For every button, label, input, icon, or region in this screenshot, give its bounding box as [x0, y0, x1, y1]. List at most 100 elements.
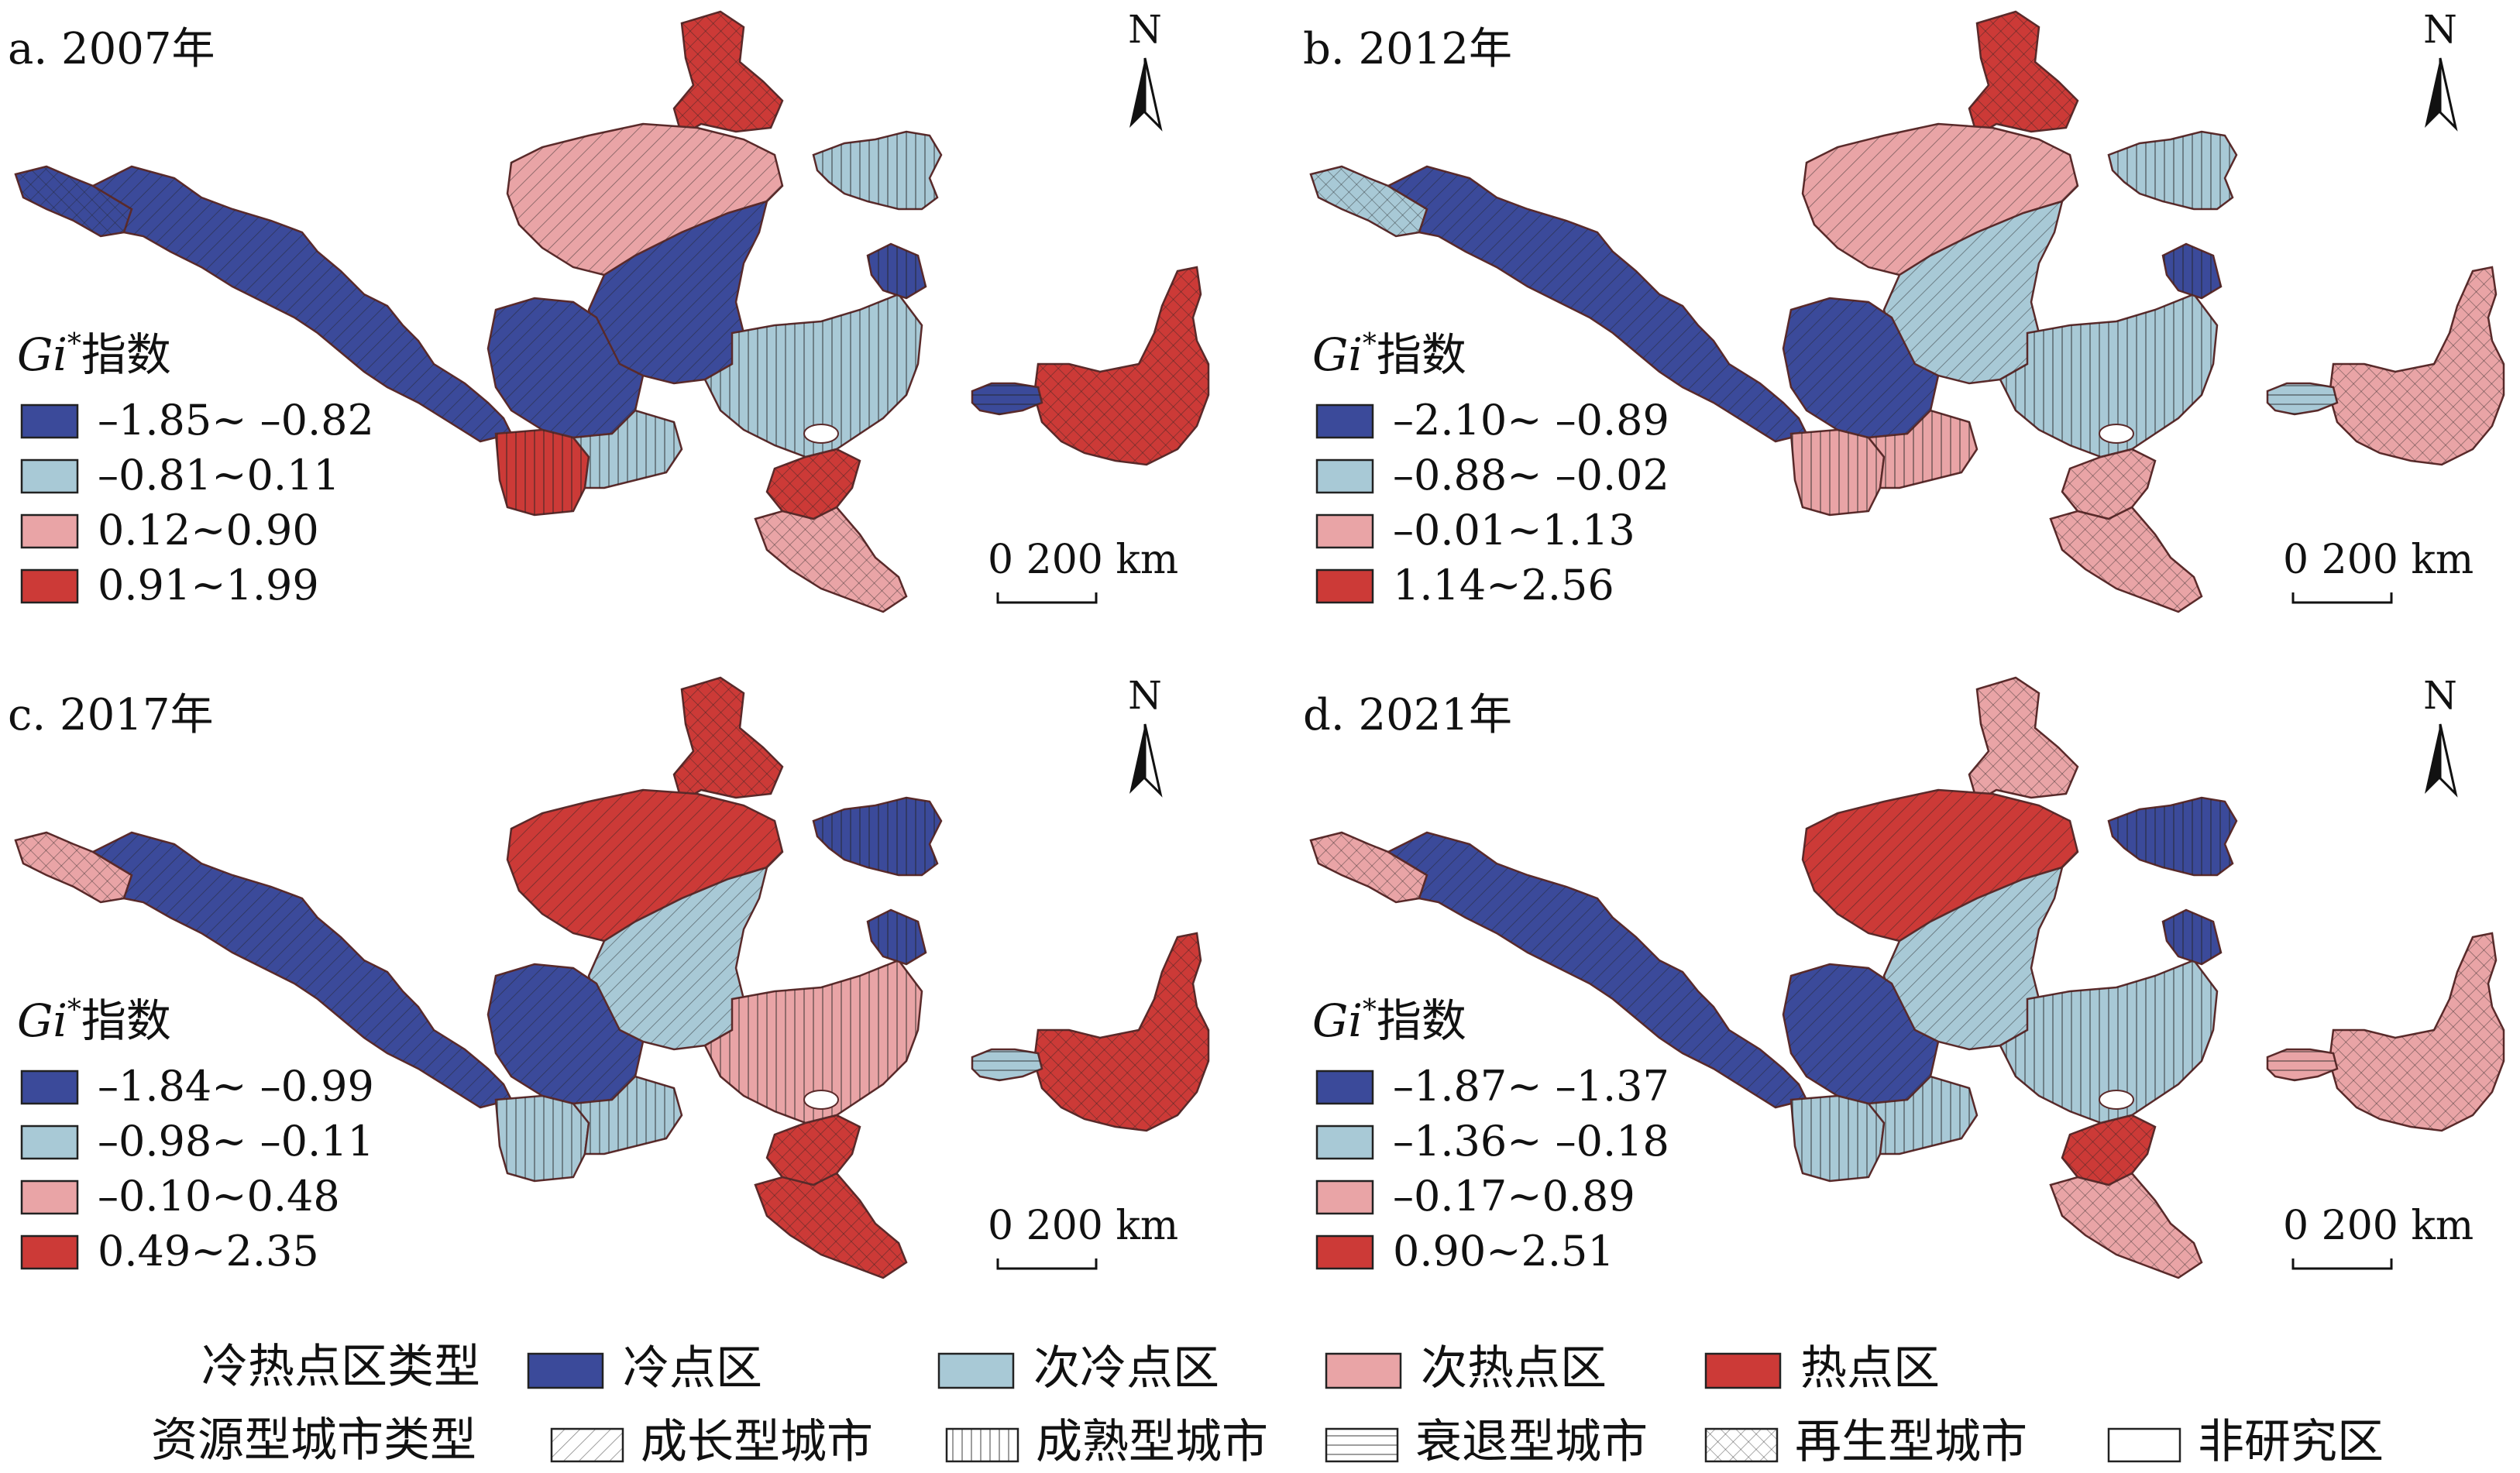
- region-pattern-east-top: [868, 244, 926, 298]
- region-pattern-south-tail: [755, 1173, 906, 1278]
- gi-legend-title: Gi*指数: [17, 994, 171, 1047]
- legend-swatch-cold: [20, 1070, 79, 1105]
- legend-label-cold: 冷点区: [623, 1341, 762, 1396]
- scale-bar: 0 200 km: [988, 1203, 1178, 1270]
- region-pattern-south-tail: [755, 507, 906, 612]
- region-pattern-north-plateau: [1803, 124, 2078, 275]
- region-pattern-far-east: [2329, 933, 2504, 1131]
- legend-pattern-mature: [945, 1427, 1019, 1463]
- legend-range-label: –1.36~ –0.18: [1393, 1117, 1669, 1166]
- gi-legend-title: Gi*指数: [17, 328, 171, 381]
- legend-label-hot: 热点区: [1800, 1341, 1940, 1396]
- legend-row1-title: 冷热点区类型: [201, 1340, 480, 1394]
- panel-title: d. 2021年: [1303, 690, 1512, 740]
- region-pattern-east-block: [2000, 960, 2217, 1123]
- region-pattern-south-hot: [767, 449, 860, 519]
- legend-swatch-subcold: [1315, 1124, 1374, 1160]
- north-label: N: [2423, 7, 2457, 52]
- north-arrow-icon-half: [1143, 723, 1163, 798]
- legend-swatch-subhot: [1315, 1179, 1374, 1215]
- legend-swatch-subhot: [1325, 1352, 1402, 1389]
- scale-label: 0 200 km: [2283, 1203, 2474, 1249]
- non-study-area: [2099, 424, 2134, 444]
- north-arrow-icon: [2425, 58, 2440, 128]
- legend-swatch-subcold: [937, 1352, 1015, 1389]
- legend-swatch-cold: [527, 1352, 604, 1389]
- region-pattern-north-spire: [674, 678, 782, 802]
- gi-legend: Gi*指数 –1.87~ –1.37 –1.36~ –0.18 –0.17~0.89 0…: [1312, 994, 1669, 1276]
- region-pattern-south-tail: [2051, 1173, 2202, 1278]
- map-panel-2017: c. 2017年 N Gi*指数 –1.84~ –0.99 –0.98~ –0.11 –0…: [8, 673, 1210, 1279]
- region-pattern-middle-south: [1869, 410, 1977, 488]
- region-pattern-far-east-west: [972, 383, 1042, 414]
- legend-range-label: 0.12~0.90: [98, 506, 319, 555]
- map-regions: [14, 676, 1210, 1279]
- legend-range-label: 0.91~1.99: [98, 561, 319, 609]
- legend-label-mature: 成熟型城市: [1036, 1415, 1268, 1469]
- legend-range-label: –0.01~1.13: [1393, 506, 1635, 555]
- map-panel-2012: b. 2012年 N Gi*指数 –2.10~ –0.89 –0.88~ –0.02 –0…: [1303, 7, 2505, 613]
- legend-swatch-subhot: [20, 1179, 79, 1215]
- legend-range-label: –0.81~0.11: [98, 451, 340, 500]
- region-pattern-south-hot: [2062, 1115, 2155, 1185]
- legend-pattern-regenerative: [1704, 1427, 1779, 1463]
- legend-swatch-hot: [20, 1234, 79, 1270]
- region-pattern-west-strip: [15, 167, 132, 236]
- legend-range-label: 0.90~2.51: [1393, 1227, 1614, 1276]
- legend-range-label: 0.49~2.35: [98, 1227, 319, 1276]
- region-pattern-south-tail: [2051, 507, 2202, 612]
- region-pattern-west-corridor: [1388, 833, 1807, 1107]
- legend-range-label: –0.88~ –0.02: [1393, 451, 1669, 500]
- non-study-area: [803, 424, 839, 444]
- legend-swatch-cold: [1315, 1070, 1374, 1105]
- legend-swatch-subhot: [20, 513, 79, 549]
- region-pattern-north-spire: [1969, 12, 2078, 136]
- scale-line: [2291, 1258, 2393, 1270]
- region-pattern-far-east-west: [972, 1049, 1042, 1080]
- north-arrow-icon-half: [2439, 723, 2458, 798]
- region-pattern-north-plateau: [507, 124, 782, 275]
- region-pattern-central-west: [488, 964, 643, 1104]
- region-pattern-far-east-west: [2267, 383, 2337, 414]
- region-pattern-north-spire: [674, 12, 782, 136]
- region-pattern-middle-south: [573, 410, 682, 488]
- region-pattern-north-east-island: [2109, 132, 2236, 209]
- legend-swatch-hot: [1704, 1352, 1782, 1389]
- legend-swatch-cold: [20, 403, 79, 439]
- legend-row1-items: 冷点区 次冷点区 次热点区 热点区: [527, 1341, 1940, 1396]
- region-pattern-central-west: [488, 298, 643, 438]
- region-pattern-north-east-island: [813, 798, 941, 875]
- gi-legend-title: Gi*指数: [1312, 994, 1466, 1047]
- region-pattern-south-hot: [767, 1115, 860, 1185]
- region-pattern-east-block: [705, 960, 922, 1123]
- legend-swatch-subcold: [20, 1124, 79, 1160]
- region-pattern-far-east-west: [2267, 1049, 2337, 1080]
- legend-range-label: –1.87~ –1.37: [1393, 1062, 1669, 1111]
- region-pattern-west-strip: [15, 833, 132, 902]
- region-pattern-middle-south: [573, 1076, 682, 1154]
- region-pattern-west-corridor: [1388, 167, 1807, 441]
- region-pattern-east-block: [705, 294, 922, 457]
- north-arrow: N: [2423, 673, 2458, 798]
- region-pattern-west-strip: [1311, 167, 1427, 236]
- region-pattern-south-hot: [2062, 449, 2155, 519]
- region-pattern-south-west: [496, 430, 589, 515]
- panel-title: b. 2012年: [1303, 24, 1512, 74]
- north-arrow-icon: [1129, 724, 1145, 794]
- region-pattern-north-plateau: [507, 790, 782, 941]
- region-pattern-east-block: [2000, 294, 2217, 457]
- non-study-area: [803, 1090, 839, 1110]
- scale-label: 0 200 km: [988, 1203, 1178, 1249]
- region-pattern-north-east-island: [813, 132, 941, 209]
- north-arrow: N: [1128, 7, 1163, 132]
- scale-bar: 0 200 km: [2283, 1203, 2474, 1270]
- legend-swatch-subhot: [1315, 513, 1374, 549]
- region-pattern-central-west: [1783, 964, 1938, 1104]
- legend-swatch-subcold: [1315, 458, 1374, 494]
- region-pattern-south-west: [496, 1096, 589, 1181]
- gi-legend: Gi*指数 –1.84~ –0.99 –0.98~ –0.11 –0.10~0.48 0…: [17, 994, 374, 1276]
- panel-title: c. 2017年: [8, 690, 213, 740]
- scale-bar: 0 200 km: [988, 537, 1178, 604]
- legend-label-growth: 成长型城市: [641, 1415, 873, 1469]
- panel-title: a. 2007年: [8, 24, 215, 74]
